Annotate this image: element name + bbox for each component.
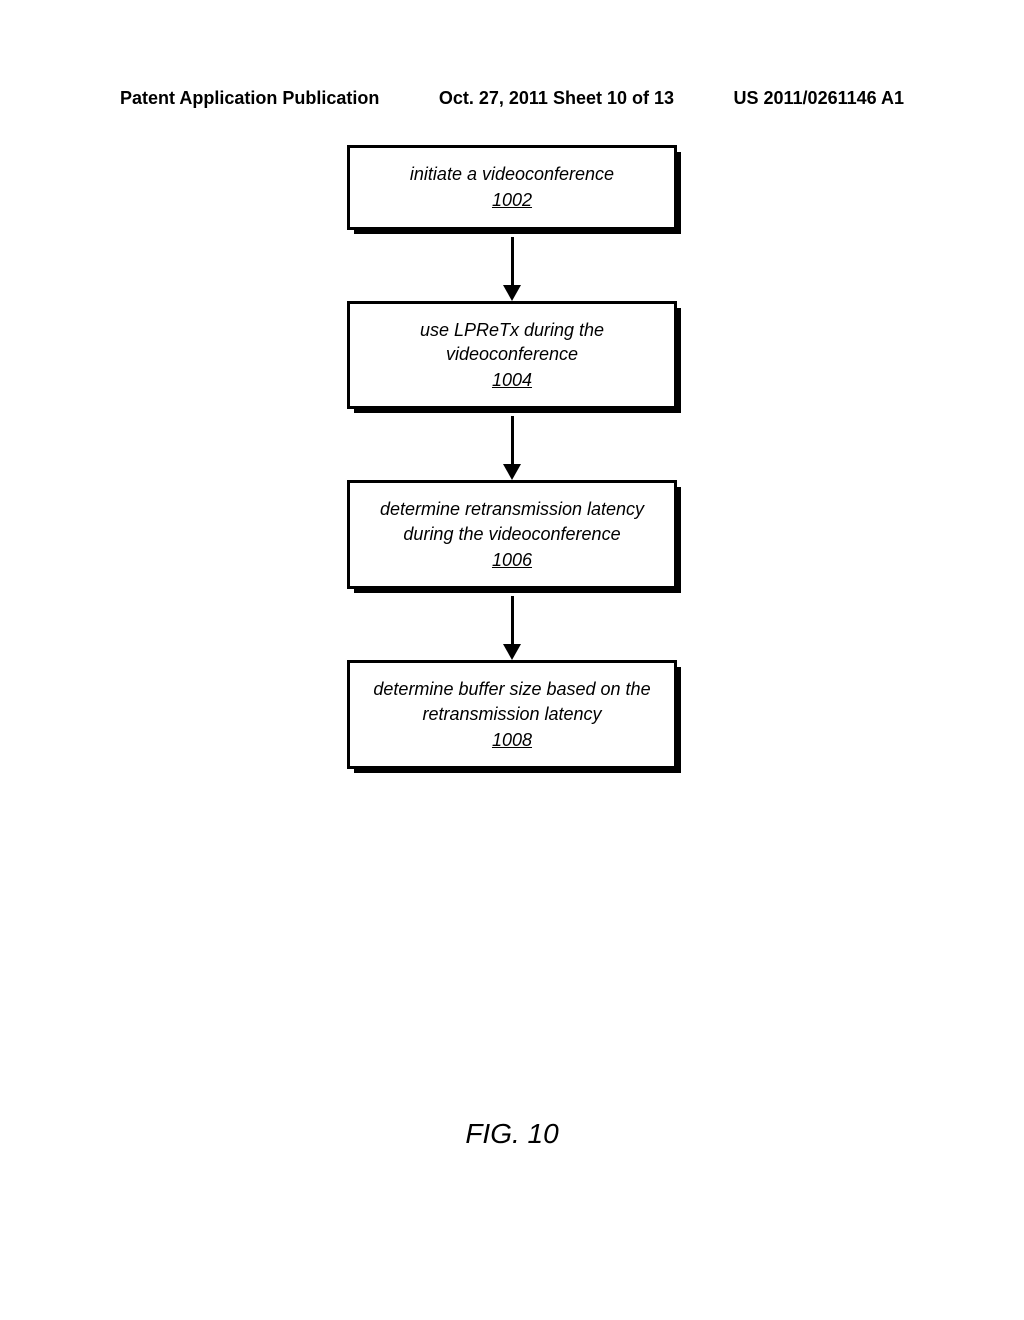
flow-arrow bbox=[503, 596, 521, 660]
patent-header: Patent Application Publication Oct. 27, … bbox=[0, 88, 1024, 109]
flow-box-text: initiate a videoconference bbox=[410, 164, 614, 184]
arrow-head-icon bbox=[503, 464, 521, 480]
flow-arrow bbox=[503, 237, 521, 301]
flow-arrow bbox=[503, 416, 521, 480]
arrow-head-icon bbox=[503, 644, 521, 660]
flow-box-text: determine buffer size based on the retra… bbox=[373, 679, 650, 723]
flow-box-number: 1002 bbox=[370, 188, 654, 212]
figure-label: FIG. 10 bbox=[465, 1118, 558, 1150]
arrow-head-icon bbox=[503, 285, 521, 301]
flow-box-1: initiate a videoconference 1002 bbox=[347, 145, 677, 230]
flow-box-2: use LPReTx during the videoconference 10… bbox=[347, 301, 677, 410]
arrow-line bbox=[511, 596, 514, 644]
arrow-line bbox=[511, 237, 514, 285]
header-publication: Patent Application Publication bbox=[120, 88, 379, 109]
flow-box-text: determine retransmission latency during … bbox=[380, 499, 644, 543]
flow-box-text: use LPReTx during the videoconference bbox=[420, 320, 604, 364]
flow-box-number: 1008 bbox=[370, 728, 654, 752]
header-patent-number: US 2011/0261146 A1 bbox=[734, 88, 904, 109]
arrow-line bbox=[511, 416, 514, 464]
header-date-sheet: Oct. 27, 2011 Sheet 10 of 13 bbox=[439, 88, 674, 109]
flow-box-number: 1004 bbox=[370, 368, 654, 392]
flow-box-4: determine buffer size based on the retra… bbox=[347, 660, 677, 769]
flow-box-3: determine retransmission latency during … bbox=[347, 480, 677, 589]
flow-box-number: 1006 bbox=[370, 548, 654, 572]
flowchart: initiate a videoconference 1002 use LPRe… bbox=[347, 145, 677, 769]
